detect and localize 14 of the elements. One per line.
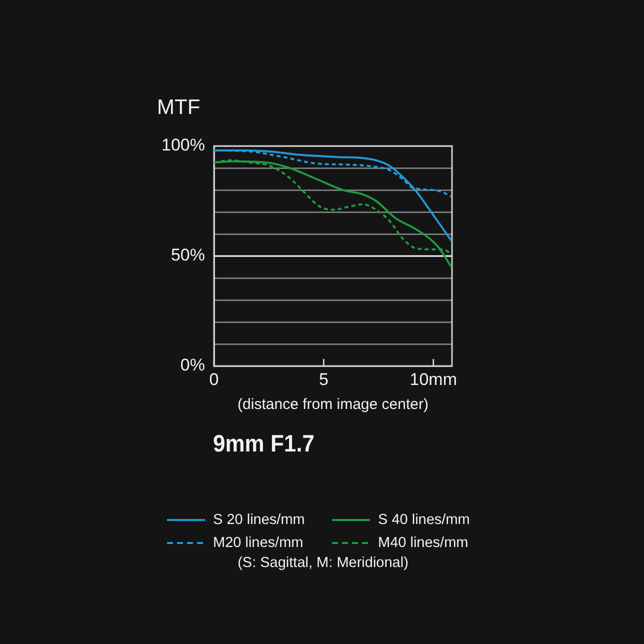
- legend-label: S 20 lines/mm: [213, 512, 305, 528]
- y-axis-title: MTF: [157, 96, 200, 120]
- x-tick-label: 5: [318, 370, 328, 389]
- legend-label: M20 lines/mm: [213, 534, 304, 550]
- text: (S: Sagittal, M: Meridional): [236, 555, 410, 571]
- y-tick-label: 50%: [170, 246, 205, 265]
- legend-label: M40 lines/mm: [378, 534, 468, 550]
- y-tick-label: 100%: [162, 136, 205, 155]
- legend-label: S 40 lines/mm: [378, 512, 470, 528]
- x-tick-label: 0: [209, 370, 219, 389]
- text: 9mm F1.7: [213, 430, 314, 458]
- y-tick-label: 0%: [180, 356, 205, 375]
- x-axis-title: (distance from image center): [238, 396, 428, 414]
- x-tick-label: 10mm: [410, 370, 457, 389]
